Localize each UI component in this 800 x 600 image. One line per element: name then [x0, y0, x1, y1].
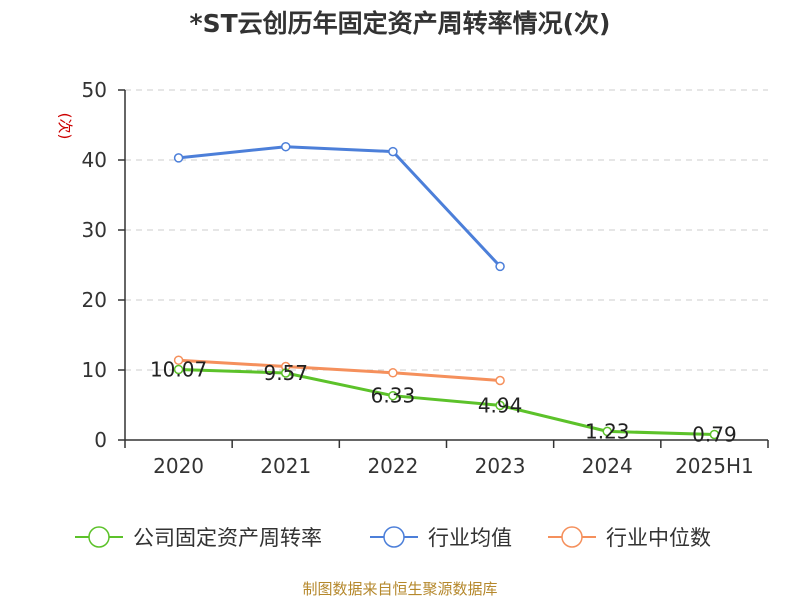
data-point	[281, 141, 291, 152]
data-point	[173, 364, 184, 375]
y-tick-label: 10	[82, 358, 107, 382]
legend-label: 公司固定资产周转率	[133, 526, 322, 550]
series-line	[178, 368, 715, 436]
y-tick-label: 40	[82, 148, 107, 172]
data-label: 9.57	[263, 361, 308, 385]
y-axis-unit-label: (次)	[56, 113, 74, 140]
series-line	[178, 358, 501, 382]
chart-title: *ST云创历年固定资产周转率情况(次)	[189, 9, 611, 38]
x-tick-label: 2023	[475, 454, 526, 478]
x-tick-label: 2021	[260, 454, 311, 478]
x-tick-label: 2024	[582, 454, 633, 478]
data-point	[495, 261, 505, 272]
legend-label: 行业均值	[428, 526, 512, 550]
data-point	[388, 368, 398, 378]
legend-marker	[383, 526, 405, 548]
legend-marker	[88, 526, 110, 548]
data-point	[173, 153, 184, 163]
x-tick-label: 2025H1	[675, 454, 754, 478]
data-label: 6.33	[371, 384, 416, 408]
data-point	[173, 355, 184, 365]
data-point	[602, 426, 612, 437]
x-tick-label: 2022	[367, 454, 418, 478]
data-point	[281, 368, 291, 378]
data-point	[495, 400, 505, 411]
y-tick-label: 50	[82, 78, 107, 102]
data-point	[388, 146, 398, 157]
data-label: 10.07	[150, 358, 207, 382]
data-point	[388, 390, 398, 401]
data-point	[709, 429, 720, 440]
data-label: 0.79	[692, 422, 737, 446]
data-source-note: 制图数据来自恒生聚源数据库	[302, 580, 498, 598]
y-tick-label: 0	[94, 428, 107, 452]
legend-marker	[561, 526, 583, 548]
series-line	[178, 145, 502, 268]
y-tick-label: 30	[82, 218, 107, 242]
data-point	[495, 375, 505, 386]
data-label: 4.94	[478, 393, 523, 417]
y-tick-label: 20	[82, 288, 107, 312]
data-label: 1.23	[585, 419, 630, 443]
x-tick-label: 2020	[153, 454, 204, 478]
legend-label: 行业中位数	[606, 526, 711, 550]
